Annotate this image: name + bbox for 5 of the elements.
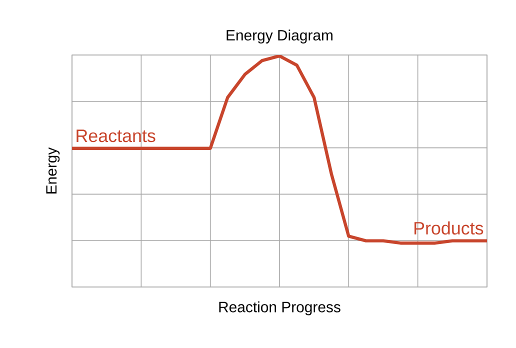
y-axis-title: Energy: [46, 147, 60, 194]
annotation: Reactants: [76, 130, 156, 142]
x-axis-title: Reaction Progress: [219, 301, 340, 316]
chart-title: Energy Diagram: [226, 30, 332, 44]
annotation: Products: [414, 221, 484, 235]
